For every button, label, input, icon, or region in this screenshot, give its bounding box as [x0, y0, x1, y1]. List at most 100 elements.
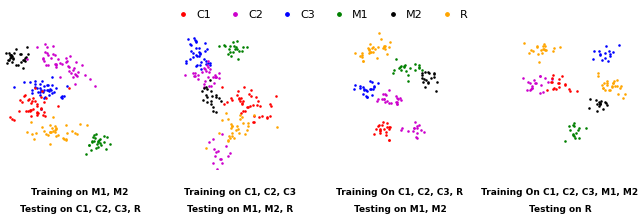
Point [0, 101, 4, 105]
Point [68, 68, 78, 71]
Point [199, 85, 209, 89]
Point [99, 140, 109, 144]
Point [212, 168, 223, 171]
Point [588, 57, 598, 60]
Point [600, 101, 611, 104]
Point [564, 128, 575, 132]
Point [31, 102, 42, 106]
Point [571, 131, 581, 135]
Point [601, 44, 611, 48]
Point [16, 52, 26, 55]
Point [380, 48, 390, 51]
Point [230, 47, 240, 51]
Point [595, 52, 605, 56]
Point [51, 86, 61, 90]
Point [364, 47, 374, 50]
Point [254, 115, 264, 119]
Point [63, 64, 73, 67]
Point [236, 97, 246, 100]
Point [384, 125, 394, 129]
Point [7, 118, 17, 121]
Point [28, 107, 38, 111]
Point [49, 131, 60, 134]
Point [56, 62, 67, 65]
Point [527, 87, 538, 90]
Point [547, 80, 557, 84]
Point [44, 87, 54, 91]
Point [20, 59, 30, 62]
Point [208, 162, 218, 165]
Point [361, 95, 371, 98]
Point [196, 70, 207, 74]
Point [526, 48, 536, 52]
Point [84, 144, 94, 147]
Point [618, 97, 628, 100]
Point [77, 64, 87, 67]
Point [206, 84, 216, 87]
Point [204, 62, 214, 65]
Point [432, 80, 442, 84]
Point [423, 71, 433, 74]
Point [420, 86, 430, 89]
Point [223, 154, 233, 158]
Point [199, 58, 209, 61]
Point [94, 138, 104, 141]
Point [191, 46, 201, 50]
Point [221, 145, 232, 148]
Point [564, 89, 575, 93]
Point [188, 72, 198, 75]
Point [597, 84, 607, 87]
Point [61, 60, 71, 63]
Point [41, 133, 51, 136]
Point [195, 63, 205, 66]
Point [210, 154, 220, 157]
Point [364, 49, 374, 52]
Point [211, 93, 221, 97]
Point [372, 56, 382, 59]
Point [403, 129, 413, 133]
Point [234, 49, 244, 53]
Point [543, 81, 553, 84]
Point [540, 44, 550, 48]
Point [27, 132, 37, 136]
Point [203, 59, 213, 63]
Point [239, 85, 249, 89]
Text: Training on M1, M2: Training on M1, M2 [31, 187, 129, 197]
Point [35, 86, 45, 89]
Point [0, 59, 6, 63]
Point [262, 115, 273, 118]
Point [529, 78, 539, 82]
Point [195, 50, 205, 54]
Point [265, 114, 275, 118]
Point [419, 80, 429, 84]
Point [35, 107, 45, 111]
Point [233, 57, 243, 61]
Point [212, 149, 223, 153]
Point [29, 82, 40, 85]
Point [394, 66, 404, 69]
Point [24, 108, 35, 112]
Point [244, 93, 254, 96]
Point [61, 124, 72, 127]
Point [378, 120, 388, 123]
Point [248, 120, 258, 123]
Point [429, 76, 439, 79]
Point [45, 130, 55, 134]
Point [592, 103, 602, 106]
Point [93, 140, 103, 144]
Point [186, 43, 196, 47]
Point [531, 81, 541, 84]
Point [614, 44, 624, 47]
Point [196, 60, 206, 64]
Text: Training on C1, C2, C3: Training on C1, C2, C3 [184, 187, 296, 197]
Point [238, 109, 248, 113]
Point [600, 51, 611, 54]
Point [585, 98, 595, 101]
Point [580, 127, 591, 130]
Point [368, 88, 378, 91]
Point [85, 77, 95, 81]
Point [50, 128, 60, 132]
Point [46, 57, 56, 60]
Point [36, 95, 46, 98]
Point [42, 51, 52, 54]
